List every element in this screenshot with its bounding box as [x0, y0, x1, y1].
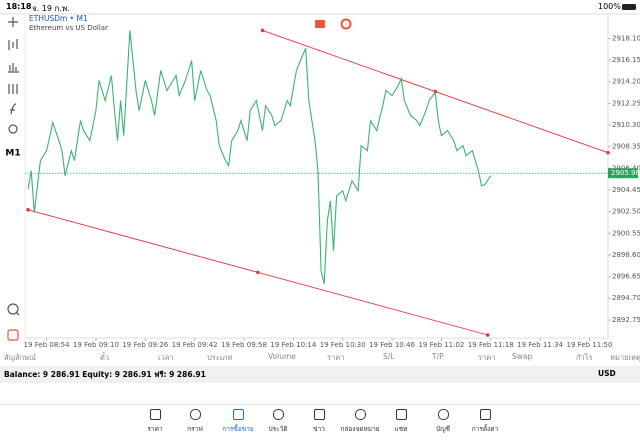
nav-label[interactable]: บัญชี: [435, 425, 451, 433]
trendline-anchor: [260, 28, 265, 33]
nav-icon[interactable]: [233, 409, 244, 420]
x-tick-label: 19 Feb 09:42: [172, 341, 218, 349]
x-tick-label: 19 Feb 11:34: [517, 341, 563, 349]
nav-icon[interactable]: [355, 409, 366, 420]
y-tick-label: 2916.15: [612, 56, 640, 64]
y-tick-label: 2892.75: [612, 316, 640, 324]
table-header-cell[interactable]: S/L: [383, 352, 395, 361]
trendline-anchor: [485, 333, 490, 337]
toolbar-icons[interactable]: [7, 17, 20, 341]
x-tick-label: 19 Feb 08:54: [24, 341, 70, 349]
nav-label[interactable]: ประวัติ: [268, 425, 288, 433]
y-tick-label: 2912.25: [612, 99, 640, 107]
table-header-cell[interactable]: Swap: [512, 352, 533, 361]
trendline-mid: [256, 270, 260, 275]
status-battery: 100%: [598, 2, 621, 11]
chart-subtitle: Ethereum vs US Dollar: [29, 24, 108, 32]
table-header-cell[interactable]: เวลา: [158, 353, 174, 362]
nav-icon[interactable]: [273, 409, 284, 420]
chart-title: ETHUSDm • M1: [29, 14, 88, 23]
y-tick-label: 2914.20: [612, 78, 640, 86]
trendline-anchor: [26, 207, 30, 212]
currency: USD: [598, 369, 616, 378]
y-tick-label: 2894.70: [612, 294, 640, 302]
y-tick-label: 2898.60: [612, 251, 640, 259]
y-tick-label: 2908.35: [612, 143, 640, 151]
nav-label[interactable]: กราฟ: [187, 425, 203, 433]
balance-line: Balance: 9 286.91 Equity: 9 286.91 ฟรี: …: [4, 370, 206, 379]
y-tick-label: 2896.65: [612, 273, 640, 281]
x-tick-label: 19 Feb 09:26: [122, 341, 168, 349]
y-tick-label: 2904.45: [612, 186, 640, 194]
x-tick-label: 19 Feb 10:14: [270, 341, 316, 349]
nav-label[interactable]: การตั้งค่า: [471, 425, 499, 433]
x-tick-label: 19 Feb 10:46: [369, 341, 415, 349]
table-header-cell[interactable]: ตั๋ว: [100, 353, 110, 362]
nav-label[interactable]: ราคา: [147, 425, 163, 433]
nav-icon[interactable]: [438, 409, 449, 420]
nav-icon[interactable]: [190, 409, 201, 420]
table-header-cell[interactable]: กำไร: [576, 353, 593, 362]
table-header-cell[interactable]: T/P: [432, 352, 444, 361]
y-tick-label: 2910.30: [612, 121, 640, 129]
nav-label[interactable]: การซื้อขาย: [222, 425, 254, 433]
timeframe[interactable]: M1: [5, 149, 20, 159]
trendline-mid: [433, 89, 438, 94]
current-price-label: 2905.96: [611, 169, 640, 177]
status-date: จ. 19 ก.พ.: [32, 4, 70, 13]
table-header-cell[interactable]: สัญลักษณ์: [4, 353, 37, 362]
price-line: [27, 30, 492, 285]
y-tick-label: 2902.50: [612, 208, 640, 216]
balance-bar: [0, 366, 640, 383]
x-tick-label: 19 Feb 11:02: [418, 341, 464, 349]
chart: M1 ETHUSDm • M1 Ethereum vs US Dollar 29…: [0, 4, 640, 352]
nav-icon[interactable]: [314, 409, 325, 420]
status-time: 18:18: [6, 2, 32, 11]
table-header-cell[interactable]: ประเภท: [207, 353, 233, 362]
x-tick-label: 19 Feb 11:18: [468, 341, 514, 349]
chart-button[interactable]: [340, 18, 352, 30]
y-tick-label: 2918.10: [612, 34, 640, 42]
nav-icon[interactable]: [150, 409, 161, 420]
nav-label[interactable]: กล่องจดหมาย: [340, 425, 380, 433]
current-price-box: [608, 168, 638, 179]
chart-button[interactable]: [315, 20, 325, 28]
y-tick-label: 2900.55: [612, 229, 640, 237]
table-header-cell[interactable]: Volume: [268, 352, 296, 361]
divider: [0, 404, 640, 405]
nav-icon[interactable]: [480, 409, 491, 420]
battery-icon: [622, 4, 636, 10]
x-tick-label: 19 Feb 09:10: [73, 341, 119, 349]
table-header-cell[interactable]: ราคา: [327, 353, 345, 362]
x-tick-label: 19 Feb 10:30: [320, 341, 366, 349]
nav-icon[interactable]: [396, 409, 407, 420]
nav-label[interactable]: แชท: [394, 425, 408, 433]
x-tick-label: 19 Feb 11:50: [567, 341, 613, 349]
nav-label[interactable]: ข่าว: [313, 425, 325, 433]
trendline-anchor: [606, 150, 610, 155]
table-header-cell[interactable]: ราคา: [478, 353, 496, 362]
x-tick-label: 19 Feb 09:58: [221, 341, 267, 349]
table-header-cell[interactable]: หมายเหตุ: [610, 353, 640, 362]
